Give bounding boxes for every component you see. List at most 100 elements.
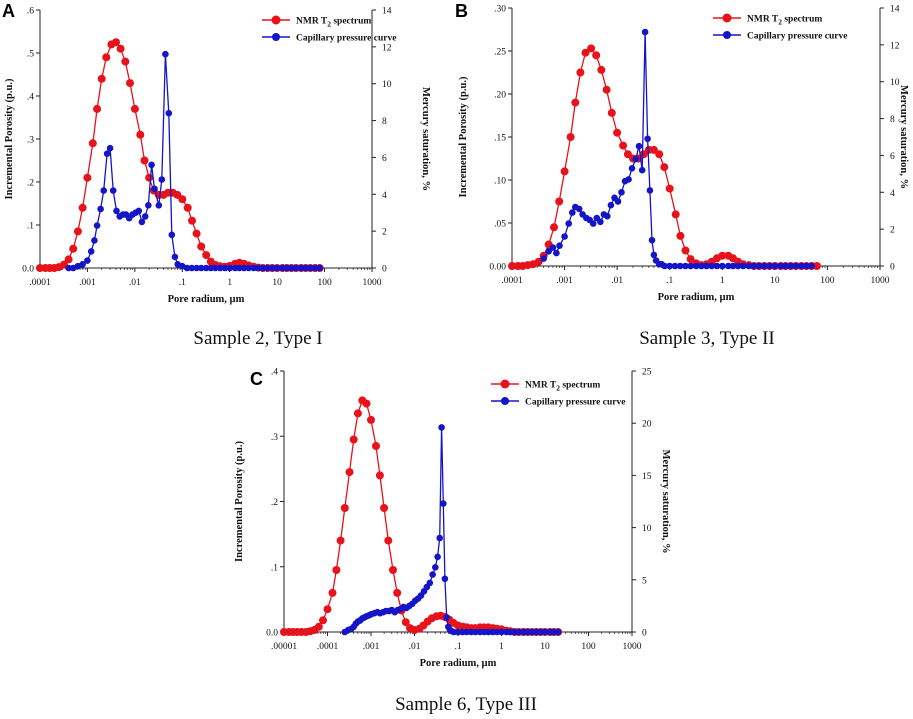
- chart-0-y-tick-label: 0.0: [22, 265, 34, 275]
- chart-0-x-tick-label: 10: [272, 278, 282, 288]
- chart-1-series-capillary-point: [782, 262, 789, 270]
- chart-2-y-tick-label: .3: [271, 433, 278, 443]
- chart-0-series-nmr-point: [73, 227, 82, 236]
- chart-1-series-capillary-point: [618, 189, 625, 196]
- chart-0-series-capillary-point: [193, 264, 200, 272]
- chart-1-series-capillary-point: [625, 176, 632, 183]
- chart-0-series-capillary-point: [135, 207, 143, 215]
- chart-0-series-capillary-point: [288, 264, 295, 272]
- chart-0-series-capillary-point: [109, 187, 117, 194]
- panel-b-caption: Sample 3, Type II: [639, 328, 775, 349]
- chart-0-series-capillary-point: [216, 264, 224, 272]
- chart-2-series-capillary-point: [440, 500, 447, 507]
- chart-1-series-capillary-point: [719, 262, 726, 270]
- chart-1-series-capillary-line: [543, 31, 812, 267]
- chart-1-series-capillary-point: [628, 165, 636, 172]
- chart-1-series-capillary-point: [787, 262, 794, 270]
- chart-2-x-tick-label: .0001: [317, 642, 339, 652]
- chart-0-series-capillary-point: [297, 264, 305, 272]
- chart-2-x-tick-label: 100: [581, 642, 596, 652]
- chart-1-x-tick-label: .0001: [501, 276, 523, 286]
- chart-0-series-capillary-point: [168, 231, 176, 239]
- chart-2-x-tick-label: .1: [454, 642, 461, 652]
- chart-0-series-nmr-point: [130, 104, 139, 113]
- chart-2-series-capillary-point: [434, 553, 441, 561]
- chart-0-series-nmr-point: [145, 173, 154, 182]
- chart-1-legend-nmr-label: NMR T2 spectrum: [747, 15, 822, 27]
- chart-1-series-capillary-point: [798, 262, 805, 270]
- chart-1-y2-axis-title: Mercury saturation, %: [898, 85, 909, 189]
- chart-1-series-capillary-point: [561, 233, 568, 240]
- chart-1-series-nmr-point: [681, 246, 690, 255]
- chart-2-y2-tick-label: 20: [642, 420, 652, 430]
- chart-1-series-capillary-point: [648, 236, 656, 244]
- chart-0-series-nmr-point: [136, 130, 145, 139]
- chart-1-series-capillary-point: [750, 262, 758, 270]
- chart-2-series-capillary-point: [432, 564, 439, 571]
- chart-1-y-tick-label: 0.00: [489, 263, 506, 273]
- chart-1-y-tick-label: .20: [494, 91, 506, 101]
- chart-1-series-nmr-point: [587, 44, 596, 53]
- chart-0-y-tick-label: .4: [27, 93, 34, 103]
- chart-2-series-nmr-point: [375, 471, 384, 480]
- chart-0-y2-tick-label: 0: [382, 265, 387, 275]
- chart-1-series-nmr-point: [602, 85, 611, 94]
- chart-0-y2-tick-label: 10: [382, 80, 392, 90]
- chart-1-series-nmr-line: [512, 47, 817, 267]
- chart-2-series-nmr-point: [340, 504, 349, 512]
- chart-0-y2-tick-label: 6: [382, 154, 387, 164]
- chart-0-series-capillary-point: [245, 264, 252, 272]
- chart-0-y2-tick-label: 2: [382, 228, 387, 238]
- chart-1-series-capillary-point: [808, 262, 815, 270]
- chart-1-series-capillary-point: [641, 28, 649, 36]
- panel-a-chart: .0001 .001 .01 .1 1 10 100 1000 0.0 .1 .2 .3 .4 .5 .6 0…: [4, 7, 431, 306]
- chart-0-series-nmr-point: [202, 251, 211, 260]
- chart-1-series-capillary-point: [777, 262, 785, 270]
- chart-2-series-capillary-point: [441, 575, 449, 583]
- chart-1-series-capillary-point: [725, 262, 732, 270]
- chart-0-series-capillary-point: [273, 264, 281, 272]
- chart-1-series-capillary-point: [635, 142, 643, 150]
- chart-0-series-capillary-point: [188, 264, 195, 272]
- chart-2-y-axis-title: Incremental Porosity (p.u.): [234, 441, 245, 562]
- chart-0-series-capillary-point: [106, 144, 114, 152]
- chart-0-series-nmr-point: [64, 255, 73, 264]
- chart-2-legend-nmr-label: NMR T2 spectrum: [525, 381, 600, 393]
- chart-1-series-capillary-point: [729, 262, 737, 270]
- chart-1-series-nmr-point: [676, 231, 685, 240]
- chart-2-x-tick-label: 1000: [623, 642, 642, 652]
- chart-2-y2-tick-label: 0: [642, 629, 647, 639]
- chart-0-series-nmr-point: [140, 156, 149, 165]
- chart-2-series-nmr-point: [353, 409, 362, 418]
- chart-1-series-nmr-point: [686, 255, 695, 264]
- chart-1-y-tick-label: .10: [494, 177, 506, 187]
- chart-2-y2-tick-label: 15: [642, 472, 652, 482]
- chart-1-series-capillary-point: [703, 262, 710, 270]
- chart-1-x-tick-label: 1000: [871, 276, 890, 286]
- chart-1-series-capillary-point: [739, 262, 747, 270]
- chart-2-series-capillary-point: [498, 628, 505, 636]
- chart-0-series-capillary-point: [202, 264, 210, 272]
- chart-0-series-capillary-point: [162, 50, 169, 58]
- chart-2-series-nmr-point: [332, 566, 341, 574]
- chart-2-y2-tick-label: 10: [642, 524, 652, 534]
- chart-1-series-nmr-point: [613, 128, 622, 137]
- chart-0-series-capillary-point: [155, 202, 163, 209]
- chart-1-series-capillary-point: [734, 262, 742, 270]
- chart-1-series-nmr-point: [555, 197, 564, 206]
- chart-1-series-capillary-point: [693, 262, 700, 270]
- chart-2-y-tick-label: .1: [271, 563, 278, 573]
- chart-1-legend-cap-label: Capillary pressure curve: [747, 32, 847, 42]
- chart-2-series-nmr-point: [349, 435, 358, 444]
- chart-2-series-nmr-point: [345, 468, 354, 477]
- chart-2-series-capillary-point: [438, 424, 445, 431]
- chart-2-series-capillary-point: [554, 628, 562, 636]
- chart-1-y-tick-label: .05: [494, 220, 506, 230]
- chart-2-x-tick-label: .001: [363, 642, 380, 652]
- chart-0-y-tick-label: .3: [27, 136, 34, 146]
- chart-0-series-capillary-point: [148, 161, 155, 169]
- chart-0-series-nmr-point: [102, 53, 111, 62]
- chart-0-series-nmr-point: [178, 195, 187, 204]
- chart-1-series-capillary-point: [565, 220, 572, 227]
